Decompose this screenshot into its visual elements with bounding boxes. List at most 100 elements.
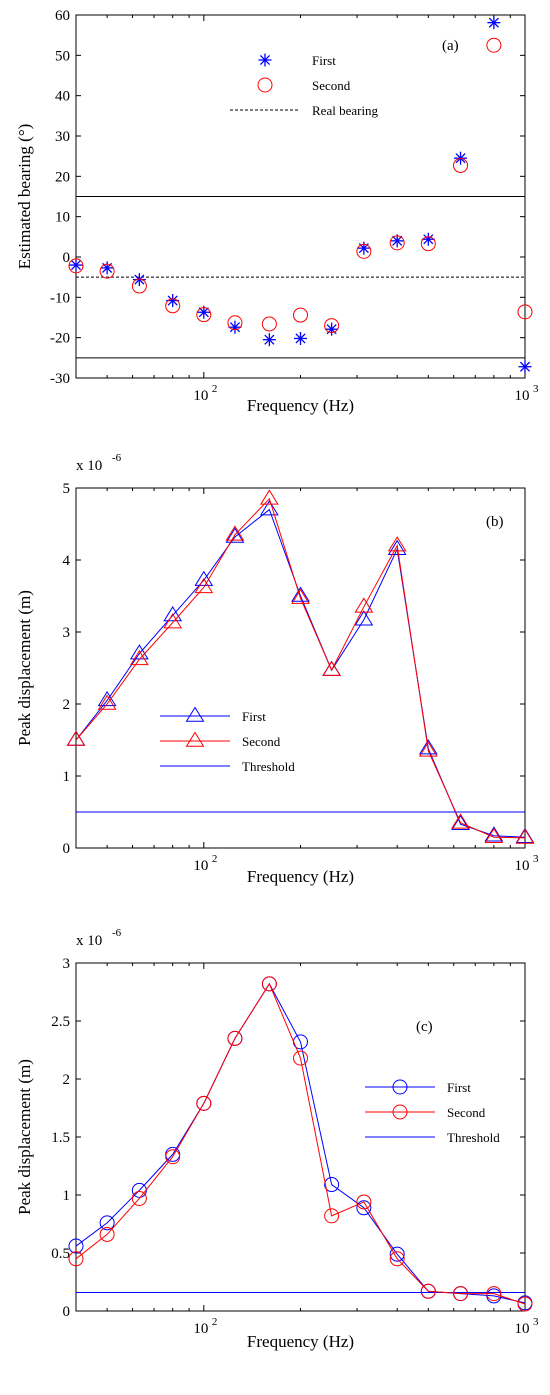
y-tick-label: 50 xyxy=(55,48,70,64)
data-point xyxy=(487,16,501,30)
data-point xyxy=(356,243,372,259)
data-point xyxy=(453,1286,469,1302)
star-stroke xyxy=(423,234,434,245)
data-point xyxy=(261,316,277,332)
y-tick-label: 0 xyxy=(63,250,71,266)
y-tick-label: 20 xyxy=(55,169,70,185)
legend-item: Second xyxy=(160,731,281,749)
data-point xyxy=(165,1149,181,1165)
data-point xyxy=(228,320,242,334)
data-point xyxy=(354,610,374,626)
legend-label: Second xyxy=(312,78,351,93)
data-point xyxy=(420,1283,436,1299)
data-point xyxy=(225,527,245,543)
scale-factor-exponent: -6 xyxy=(112,927,122,939)
data-point xyxy=(261,976,277,992)
data-point xyxy=(324,318,340,334)
legend-label: First xyxy=(312,53,336,68)
data-point xyxy=(517,304,533,320)
data-point xyxy=(356,1200,372,1216)
y-tick-label: 1.5 xyxy=(51,1130,70,1146)
data-point xyxy=(357,241,371,255)
data-point xyxy=(68,1251,84,1267)
x-tick-base: 10 xyxy=(193,1321,208,1337)
legend-label: Second xyxy=(447,1105,486,1120)
star-stroke xyxy=(488,17,499,28)
legend-item: First xyxy=(365,1079,471,1095)
data-point xyxy=(515,828,535,844)
y-tick-label: 60 xyxy=(55,8,70,24)
data-point xyxy=(354,597,374,613)
series-first xyxy=(66,500,535,843)
data-point xyxy=(451,813,470,829)
series-first xyxy=(69,16,532,374)
legend-marker xyxy=(392,1079,408,1095)
data-point xyxy=(165,298,181,314)
y-tick-label: 3 xyxy=(63,956,71,972)
legend: First Second Threshold xyxy=(365,1079,500,1145)
data-point xyxy=(518,360,532,374)
y-tick-label: 2 xyxy=(63,1072,71,1088)
data-point xyxy=(163,613,183,629)
data-point xyxy=(420,236,436,252)
y-tick-label: 2 xyxy=(63,697,71,713)
y-tick-label: 40 xyxy=(55,89,70,105)
legend-marker xyxy=(257,77,273,93)
data-point xyxy=(322,660,342,676)
legend-marker xyxy=(185,706,205,722)
data-point xyxy=(293,1050,308,1066)
y-tick-label: -30 xyxy=(50,371,70,387)
legend: First Second Threshold xyxy=(160,706,295,774)
y-scale-factor: x 10 -6 xyxy=(76,927,122,949)
data-point xyxy=(389,1251,405,1267)
x-tick-base: 10 xyxy=(515,858,530,874)
x-tick-base: 10 xyxy=(515,1321,530,1337)
data-point xyxy=(99,1215,115,1231)
data-point xyxy=(291,588,310,604)
star-stroke xyxy=(134,274,145,285)
data-point xyxy=(69,258,83,272)
panel-label: (c) xyxy=(416,1019,433,1035)
x-tick-exponent: 2 xyxy=(212,1316,218,1328)
x-tick-exponent: 3 xyxy=(533,383,539,395)
y-tick-label: 1 xyxy=(63,1188,71,1204)
data-point xyxy=(129,649,149,666)
legend-marker xyxy=(392,1104,408,1120)
star-stroke xyxy=(167,295,178,306)
data-point xyxy=(418,741,438,757)
y-axis-label: Peak displacement (m) xyxy=(15,590,34,746)
legend-item: First xyxy=(160,706,266,724)
data-point xyxy=(262,333,276,347)
data-point xyxy=(225,525,245,541)
data-point xyxy=(66,730,86,746)
series-second xyxy=(68,37,533,334)
y-tick-label: 4 xyxy=(63,553,71,569)
y-tick-label: 10 xyxy=(55,210,70,226)
x-tick-exponent: 2 xyxy=(212,853,218,865)
panel-label: (b) xyxy=(486,514,504,530)
legend-label: Real bearing xyxy=(312,103,379,118)
data-point xyxy=(227,315,243,331)
data-point xyxy=(421,232,435,246)
legend-item: Second xyxy=(257,77,351,93)
data-point xyxy=(293,307,308,323)
y-tick-label: 0 xyxy=(63,841,71,857)
star-stroke xyxy=(70,260,82,271)
y-tick-label: -20 xyxy=(50,331,70,347)
legend-item: Real bearing xyxy=(230,103,379,118)
x-axis-label: Frequency (Hz) xyxy=(247,396,354,415)
data-point xyxy=(322,660,342,676)
legend-label: Threshold xyxy=(242,759,295,774)
data-point xyxy=(387,539,407,555)
legend-label: First xyxy=(447,1080,471,1095)
x-tick-base: 10 xyxy=(193,388,208,404)
data-point xyxy=(97,694,117,710)
data-point xyxy=(196,307,212,323)
data-point xyxy=(453,157,469,173)
data-point xyxy=(131,278,147,294)
x-tick-label: 10 3 xyxy=(515,383,540,404)
data-point xyxy=(451,814,470,831)
legend-item: Threshold xyxy=(365,1130,500,1145)
